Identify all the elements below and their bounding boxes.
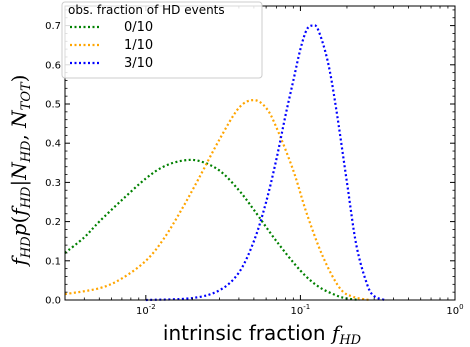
series-line-0-of-10	[64, 158, 360, 302]
y-tick-label: 0.5	[45, 100, 61, 111]
y-tick-label: 0.4	[45, 139, 61, 150]
x-tick-label: 10-1	[291, 303, 311, 317]
x-tick-label: 100	[446, 303, 463, 317]
y-tick-label: 0.3	[45, 178, 61, 189]
legend-label: 0/10	[124, 20, 153, 35]
legend-box	[61, 1, 263, 79]
legend-title: obs. fraction of HD events	[68, 3, 225, 17]
y-tick-label: 0.7	[45, 21, 61, 32]
plot-area	[64, 24, 385, 302]
y-tick-label: 0.6	[45, 60, 61, 71]
y-tick-label: 0.1	[45, 256, 61, 267]
series-line-1-of-10	[64, 98, 370, 302]
legend-label: 1/10	[124, 38, 153, 53]
legend: obs. fraction of HD events 0/10 1/10 3/10	[61, 1, 263, 79]
legend-label: 3/10	[124, 56, 153, 71]
axis-ticks: 0.0 0.1 0.2 0.3 0.4 0.5 0.6 0.7 10-2 10-1 100	[45, 6, 464, 317]
series-line-3-of-10	[145, 24, 385, 302]
y-axis-label: fHDp(fHD|NHD, NTOT)	[7, 74, 34, 267]
x-tick-label: 10-2	[136, 303, 156, 317]
y-tick-label: 0.0	[45, 296, 61, 307]
x-axis-label: intrinsic fraction fHD	[163, 321, 362, 347]
y-tick-label: 0.2	[45, 217, 61, 228]
